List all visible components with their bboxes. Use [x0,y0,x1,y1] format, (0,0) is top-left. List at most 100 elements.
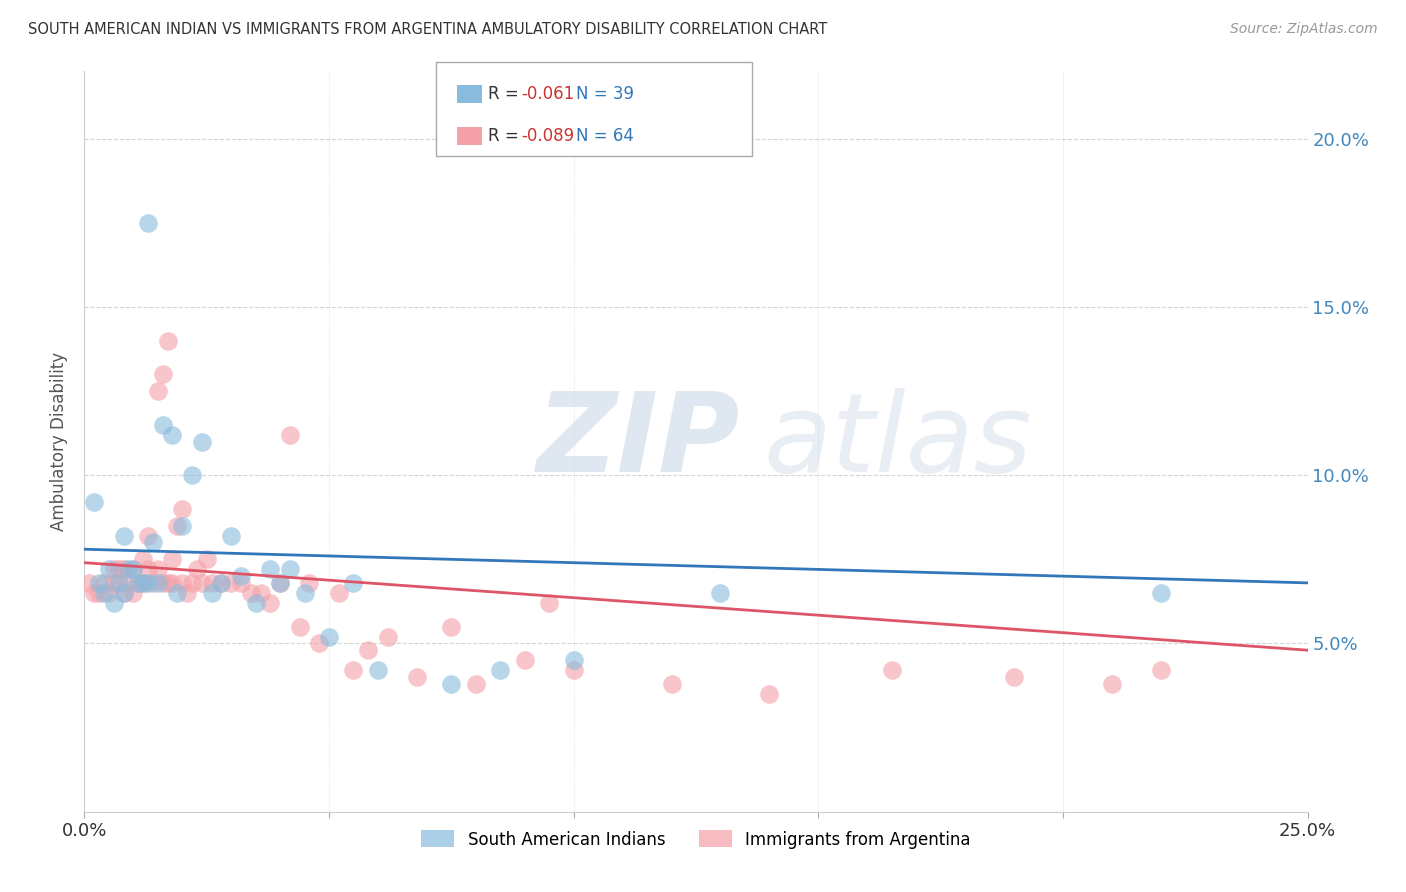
Point [152,575,174,590]
Point [87,575,110,590]
Point [294,586,316,600]
Point [152,368,174,382]
Point [172,575,194,590]
Point [166,518,188,533]
Point [209,575,232,590]
Point [122,586,145,600]
Point [112,562,135,576]
Text: -0.061: -0.061 [522,85,575,103]
Point [318,630,340,644]
Point [245,596,267,610]
Point [162,575,184,590]
Text: R =: R = [488,127,524,145]
Point [269,575,291,590]
Point [229,575,252,590]
Point [278,562,301,576]
Text: -0.089: -0.089 [522,127,575,145]
Point [406,670,429,684]
Point [1002,670,1025,684]
Point [176,586,198,600]
Point [83,586,105,600]
Text: SOUTH AMERICAN INDIAN VS IMMIGRANTS FROM ARGENTINA AMBULATORY DISABILITY CORRELA: SOUTH AMERICAN INDIAN VS IMMIGRANTS FROM… [28,22,827,37]
Point [107,562,129,576]
Point [709,586,731,600]
Y-axis label: Ambulatory Disability: Ambulatory Disability [51,352,69,531]
Point [103,562,125,576]
Point [464,677,486,691]
Point [328,586,350,600]
Point [136,216,159,230]
Text: N = 39: N = 39 [576,85,634,103]
Legend: South American Indians, Immigrants from Argentina: South American Indians, Immigrants from … [415,823,977,855]
Point [288,619,311,633]
Text: R =: R = [488,85,524,103]
Point [229,569,252,583]
Point [440,677,463,691]
Point [191,575,214,590]
Point [440,619,463,633]
Point [132,552,155,566]
Point [77,575,100,590]
Point [538,596,561,610]
Point [191,434,214,449]
Text: Source: ZipAtlas.com: Source: ZipAtlas.com [1230,22,1378,37]
Point [357,643,380,657]
Point [83,495,105,509]
Point [1150,586,1173,600]
Point [132,575,155,590]
Point [661,677,683,691]
Point [1150,664,1173,678]
Point [97,586,120,600]
Point [239,586,262,600]
Point [152,417,174,432]
Point [342,575,364,590]
Point [93,575,115,590]
Point [156,575,179,590]
Point [87,586,110,600]
Point [122,562,145,576]
Point [219,529,242,543]
Point [136,562,159,576]
Point [142,575,165,590]
Point [186,562,208,576]
Text: N = 64: N = 64 [576,127,634,145]
Point [342,664,364,678]
Point [249,586,271,600]
Point [162,427,184,442]
Text: atlas: atlas [763,388,1032,495]
Point [758,687,780,701]
Point [367,664,389,678]
Point [146,562,169,576]
Point [127,575,149,590]
Point [112,586,135,600]
Point [142,535,165,549]
Point [1101,677,1123,691]
Point [377,630,399,644]
Point [181,468,204,483]
Point [298,575,321,590]
Point [166,586,188,600]
Point [308,636,330,650]
Point [107,575,129,590]
Point [278,427,301,442]
Point [117,575,139,590]
Point [200,575,222,590]
Point [112,586,135,600]
Point [219,575,242,590]
Point [259,596,281,610]
Point [269,575,291,590]
Point [181,575,204,590]
Point [107,575,129,590]
Point [136,529,159,543]
Point [103,575,125,590]
Point [97,562,120,576]
Point [122,562,145,576]
Text: ZIP: ZIP [537,388,741,495]
Point [259,562,281,576]
Point [172,501,194,516]
Point [136,575,159,590]
Point [146,575,169,590]
Point [562,653,585,667]
Point [172,518,194,533]
Point [200,586,222,600]
